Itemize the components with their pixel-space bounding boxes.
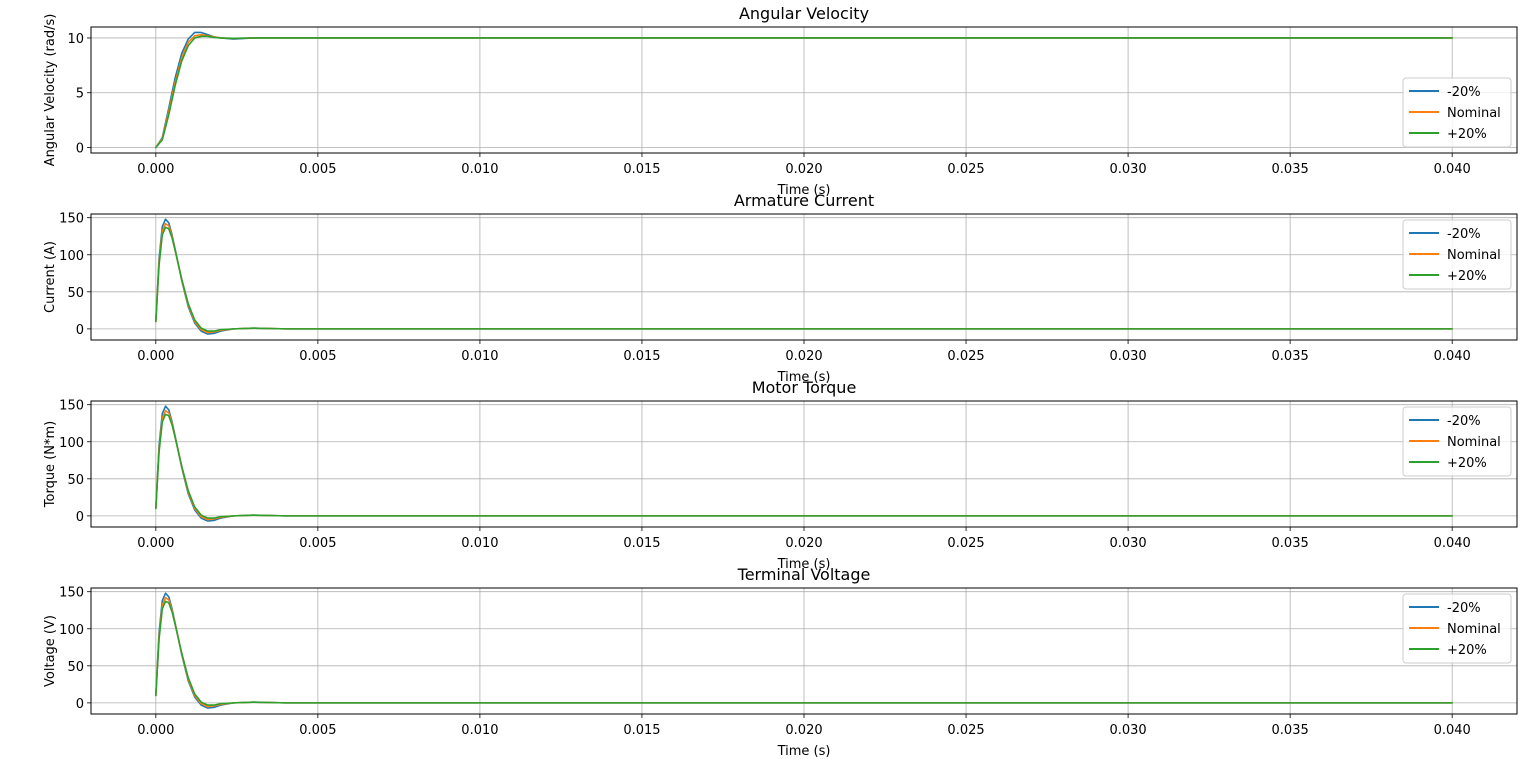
x-tick-label: 0.015 — [623, 536, 660, 551]
legend-label: -20% — [1447, 414, 1481, 429]
legend: -20% Nominal +20% — [1402, 219, 1512, 290]
x-tick-label: 0.000 — [137, 536, 174, 551]
y-tick-label: 10 — [67, 32, 84, 47]
y-tick-label: 100 — [59, 623, 84, 638]
x-tick-label: 0.020 — [785, 536, 822, 551]
legend-label: -20% — [1447, 601, 1481, 616]
legend-label: Nominal — [1447, 435, 1501, 450]
legend: -20% Nominal +20% — [1402, 406, 1512, 477]
y-tick-label: 5 — [76, 87, 84, 102]
x-tick-label: 0.025 — [947, 162, 984, 177]
x-tick-label: 0.010 — [461, 723, 498, 738]
x-tick-label: 0.010 — [461, 162, 498, 177]
legend-box — [1402, 406, 1512, 477]
legend: -20% Nominal +20% — [1402, 77, 1512, 148]
y-tick-label: 50 — [67, 660, 84, 675]
subplot-4: 0.000 0.005 0.010 0.015 0.020 0.025 0.030 0.035… — [43, 565, 1518, 759]
legend-label: -20% — [1447, 227, 1481, 242]
legend-label: -20% — [1447, 85, 1481, 100]
y-tick-label: 50 — [67, 473, 84, 488]
y-tick-label: 150 — [59, 212, 84, 227]
y-tick-label: 150 — [59, 399, 84, 414]
legend-label: Nominal — [1447, 106, 1501, 121]
x-axis-label: Time (s) — [777, 370, 831, 385]
x-tick-label: 0.010 — [461, 349, 498, 364]
axes-frame — [90, 213, 1518, 341]
x-tick-label: 0.005 — [299, 162, 336, 177]
x-tick-label: 0.035 — [1272, 723, 1309, 738]
y-tick-label: 0 — [76, 142, 84, 157]
x-tick-label: 0.010 — [461, 536, 498, 551]
x-tick-label: 0.040 — [1434, 162, 1471, 177]
y-axis-label: Angular Velocity (rad/s) — [43, 14, 58, 167]
y-tick-label: 0 — [76, 323, 84, 338]
series-line-3 — [155, 413, 1453, 519]
subplot-title: Angular Velocity — [739, 4, 869, 23]
x-tick-label: 0.040 — [1434, 723, 1471, 738]
y-tick-label: 0 — [76, 697, 84, 712]
x-tick-label: 0.005 — [299, 536, 336, 551]
x-tick-label: 0.000 — [137, 349, 174, 364]
x-tick-label: 0.000 — [137, 723, 174, 738]
y-tick-label: 150 — [59, 586, 84, 601]
x-tick-label: 0.040 — [1434, 349, 1471, 364]
y-axis-label: Current (A) — [43, 241, 58, 313]
legend: -20% Nominal +20% — [1402, 593, 1512, 664]
x-tick-label: 0.025 — [947, 536, 984, 551]
legend-box — [1402, 219, 1512, 290]
x-tick-label: 0.025 — [947, 349, 984, 364]
x-tick-label: 0.030 — [1109, 349, 1146, 364]
x-tick-label: 0.035 — [1272, 536, 1309, 551]
legend-label: +20% — [1447, 456, 1487, 471]
x-axis-label: Time (s) — [777, 744, 831, 759]
y-tick-label: 100 — [59, 249, 84, 264]
series-line-3 — [155, 600, 1453, 706]
x-tick-label: 0.025 — [947, 723, 984, 738]
x-tick-label: 0.030 — [1109, 536, 1146, 551]
x-tick-label: 0.005 — [299, 723, 336, 738]
x-tick-label: 0.000 — [137, 162, 174, 177]
x-tick-label: 0.015 — [623, 162, 660, 177]
subplot-3: 0.000 0.005 0.010 0.015 0.020 0.025 0.030 0.035… — [43, 378, 1518, 572]
legend-label: +20% — [1447, 269, 1487, 284]
y-tick-label: 0 — [76, 510, 84, 525]
x-tick-label: 0.030 — [1109, 723, 1146, 738]
legend-label: Nominal — [1447, 622, 1501, 637]
axes-frame — [90, 26, 1518, 154]
legend-label: +20% — [1447, 127, 1487, 142]
subplot-title: Terminal Voltage — [737, 565, 871, 584]
y-tick-label: 100 — [59, 436, 84, 451]
x-axis-label: Time (s) — [777, 183, 831, 198]
y-axis-label: Voltage (V) — [43, 615, 58, 687]
legend-box — [1402, 593, 1512, 664]
x-tick-label: 0.020 — [785, 349, 822, 364]
x-tick-label: 0.040 — [1434, 536, 1471, 551]
x-tick-label: 0.020 — [785, 162, 822, 177]
x-tick-label: 0.015 — [623, 723, 660, 738]
subplot-title: Armature Current — [734, 191, 874, 210]
axes-frame — [90, 587, 1518, 715]
legend-box — [1402, 77, 1512, 148]
series-line-3 — [155, 226, 1453, 332]
axes-frame — [90, 400, 1518, 528]
y-axis-label: Torque (N*m) — [43, 421, 58, 508]
x-tick-label: 0.020 — [785, 723, 822, 738]
legend-label: Nominal — [1447, 248, 1501, 263]
y-tick-label: 50 — [67, 286, 84, 301]
legend-label: +20% — [1447, 643, 1487, 658]
x-tick-label: 0.030 — [1109, 162, 1146, 177]
x-tick-label: 0.015 — [623, 349, 660, 364]
subplot-title: Motor Torque — [752, 378, 857, 397]
series-line-3 — [155, 35, 1453, 149]
x-tick-label: 0.035 — [1272, 349, 1309, 364]
x-tick-label: 0.035 — [1272, 162, 1309, 177]
x-tick-label: 0.005 — [299, 349, 336, 364]
subplot-2: 0.000 0.005 0.010 0.015 0.020 0.025 0.030 0.035… — [43, 191, 1518, 385]
x-axis-label: Time (s) — [777, 557, 831, 572]
subplot-1: 0.000 0.005 0.010 0.015 0.020 0.025 0.030 0.035… — [43, 4, 1518, 198]
